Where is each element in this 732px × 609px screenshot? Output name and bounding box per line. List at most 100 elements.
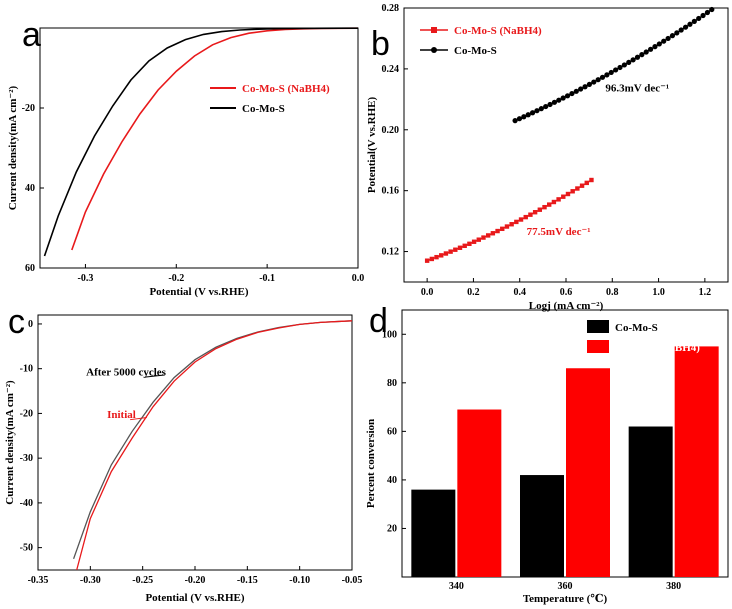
panel-b: 0.0 0.2 0.4 0.6 0.8 1.0 1.2 0.12 0.16 0.20 0.24 0.2… [366,3,729,312]
data-point [586,81,593,88]
data-point [481,235,486,240]
data-point [547,101,553,108]
series-line-after-5000-cycles [72,320,353,560]
x-tick-label: -0.20 [185,575,206,586]
legend-label: Co-Mo-S(NaBH4) [615,342,700,354]
data-point [504,224,510,229]
data-point [691,18,697,24]
y-tick-label: 40 [25,183,35,194]
series-line-co-mo-s [43,27,358,257]
x-axis-label: Potential (V vs.RHE) [149,286,248,298]
y-tick-label: 40 [387,475,397,486]
axes-frame-d [401,309,729,578]
x-tick-label: -0.2 [168,273,184,284]
data-point [704,9,711,16]
data-point [564,93,571,99]
slope-annotation: 77.5mV dec⁻¹ [527,226,591,238]
x-axis-label: Logj (mA cm⁻²) [529,300,604,312]
data-point [525,112,531,118]
data-point [453,247,458,252]
x-tick-label: -0.10 [289,575,310,586]
y-tick-label: 0.24 [382,64,400,75]
data-point [630,57,636,63]
data-point [634,54,641,60]
data-point [687,21,693,27]
x-tick-label: -0.25 [132,575,153,586]
y-tick-label: -20 [20,408,33,419]
data-point [575,186,580,191]
panel-letter-c: c [8,303,25,341]
data-point [532,210,538,215]
data-point [589,177,594,183]
legend-marker [431,27,437,33]
data-point [537,207,543,212]
x-tick-label: 0.4 [513,287,526,298]
data-point [556,97,562,103]
panel-c: -0.35 -0.30 -0.25 -0.20 -0.15 -0.10 -0.05 0 -10 -… [4,314,362,604]
data-point [467,241,472,246]
y-tick-label: 0.16 [382,186,400,197]
y-tick-label: 0 [28,319,33,330]
y-axis-label: Percent conversion [365,419,377,508]
data-point [700,12,706,19]
y-tick-label: -10 [20,364,33,375]
data-point [621,62,627,68]
panel-a: -0.3 -0.2 -0.1 0.0 -20 40 60 Co-Mo-S (NaBH4) Co-… [7,27,365,298]
bar-co-mo-s-380 [628,426,673,577]
data-point [457,245,463,250]
data-point [485,233,491,238]
data-point [661,38,667,44]
panel-letter-a: a [22,16,41,54]
data-point [476,237,481,242]
x-tick-label: 0.8 [606,287,619,298]
data-point [591,79,597,85]
data-point [674,30,680,36]
data-point [639,52,645,58]
data-point [529,110,536,116]
x-tick-label: -0.30 [80,575,101,586]
x-tick-label: 0.6 [560,287,573,298]
annotation-pointer [130,416,147,421]
y-axis-label: Potential(V vs.RHE) [366,96,378,193]
y-tick-label: 60 [25,263,35,274]
x-tick-label: 0.0 [352,273,365,284]
data-point [565,191,571,197]
x-tick-label: 0.0 [421,287,434,298]
series-line-co-mo-s [514,8,713,122]
data-point [547,202,552,207]
y-tick-label: 60 [387,426,397,437]
data-point [617,64,623,71]
data-point [682,24,689,30]
data-point [608,69,614,76]
y-tick-label: -50 [20,543,33,554]
x-axis-label: Potential (V vs.RHE) [145,592,244,604]
data-point [613,67,619,73]
data-point [652,44,658,50]
data-point [599,74,606,80]
bar-co-mo-s-nabh4-340 [457,409,502,577]
data-point [595,77,601,83]
bar-co-mo-s-340 [411,489,456,577]
data-point [429,256,435,262]
data-point [669,33,676,39]
data-point [556,197,561,202]
data-point [439,253,444,258]
data-point [534,108,540,114]
x-tick-label: 380 [666,581,681,592]
y-axis-label: Current density(mA cm⁻²) [4,380,16,505]
data-point [490,231,496,236]
bar-co-mo-s-360 [520,475,564,577]
data-point [512,118,518,124]
bar-co-mo-s-nabh4-360 [566,368,610,577]
bar-co-mo-s-nabh4-380 [674,346,719,577]
data-point [538,106,544,112]
data-point [495,228,500,234]
y-tick-label: 0.12 [382,247,400,258]
data-point [516,116,523,122]
curve-annotation: Initial [107,409,136,421]
data-point [626,59,632,66]
y-tick-label: -20 [22,103,35,114]
x-tick-label: -0.3 [78,273,94,284]
y-tick-label: -40 [20,498,33,509]
x-tick-label: 360 [558,581,573,592]
